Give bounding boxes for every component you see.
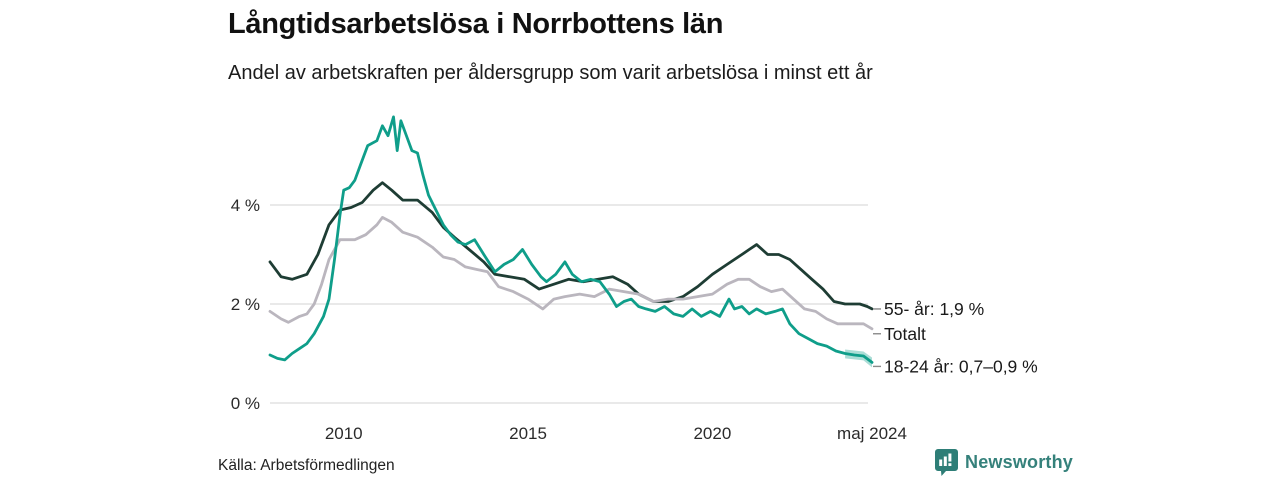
brand-name: Newsworthy (965, 452, 1074, 472)
y-tick-label: 2 % (231, 295, 260, 314)
logo-exclamation-dot (948, 463, 952, 466)
newsworthy-logo-icon (935, 449, 958, 476)
series-end-label-18-24-år: 18-24 år: 0,7–0,9 % (884, 356, 1038, 376)
x-tick-label: maj 2024 (837, 424, 907, 443)
x-tick-label: 2010 (325, 424, 363, 443)
series-line-55--år (268, 181, 874, 311)
series-line-18-24-år (268, 115, 874, 364)
series-end-label-Totalt: Totalt (884, 324, 926, 344)
logo-bar-medium (943, 456, 947, 466)
x-tick-label: 2015 (509, 424, 547, 443)
brand-lockup: Newsworthy (935, 449, 1073, 476)
chart-title: Långtidsarbetslösa i Norrbottens län (228, 8, 724, 40)
y-tick-label: 0 % (231, 394, 260, 413)
source-note: Källa: Arbetsförmedlingen (218, 457, 395, 474)
y-tick-label: 4 % (231, 196, 260, 215)
logo-exclamation-bar (948, 453, 952, 462)
chart-subtitle: Andel av arbetskraften per åldersgrupp s… (228, 62, 873, 84)
series-end-label-55--år: 55- år: 1,9 % (884, 299, 984, 319)
logo-bar-small (939, 459, 943, 466)
x-tick-label: 2020 (693, 424, 731, 443)
series-line-Totalt (268, 215, 874, 331)
